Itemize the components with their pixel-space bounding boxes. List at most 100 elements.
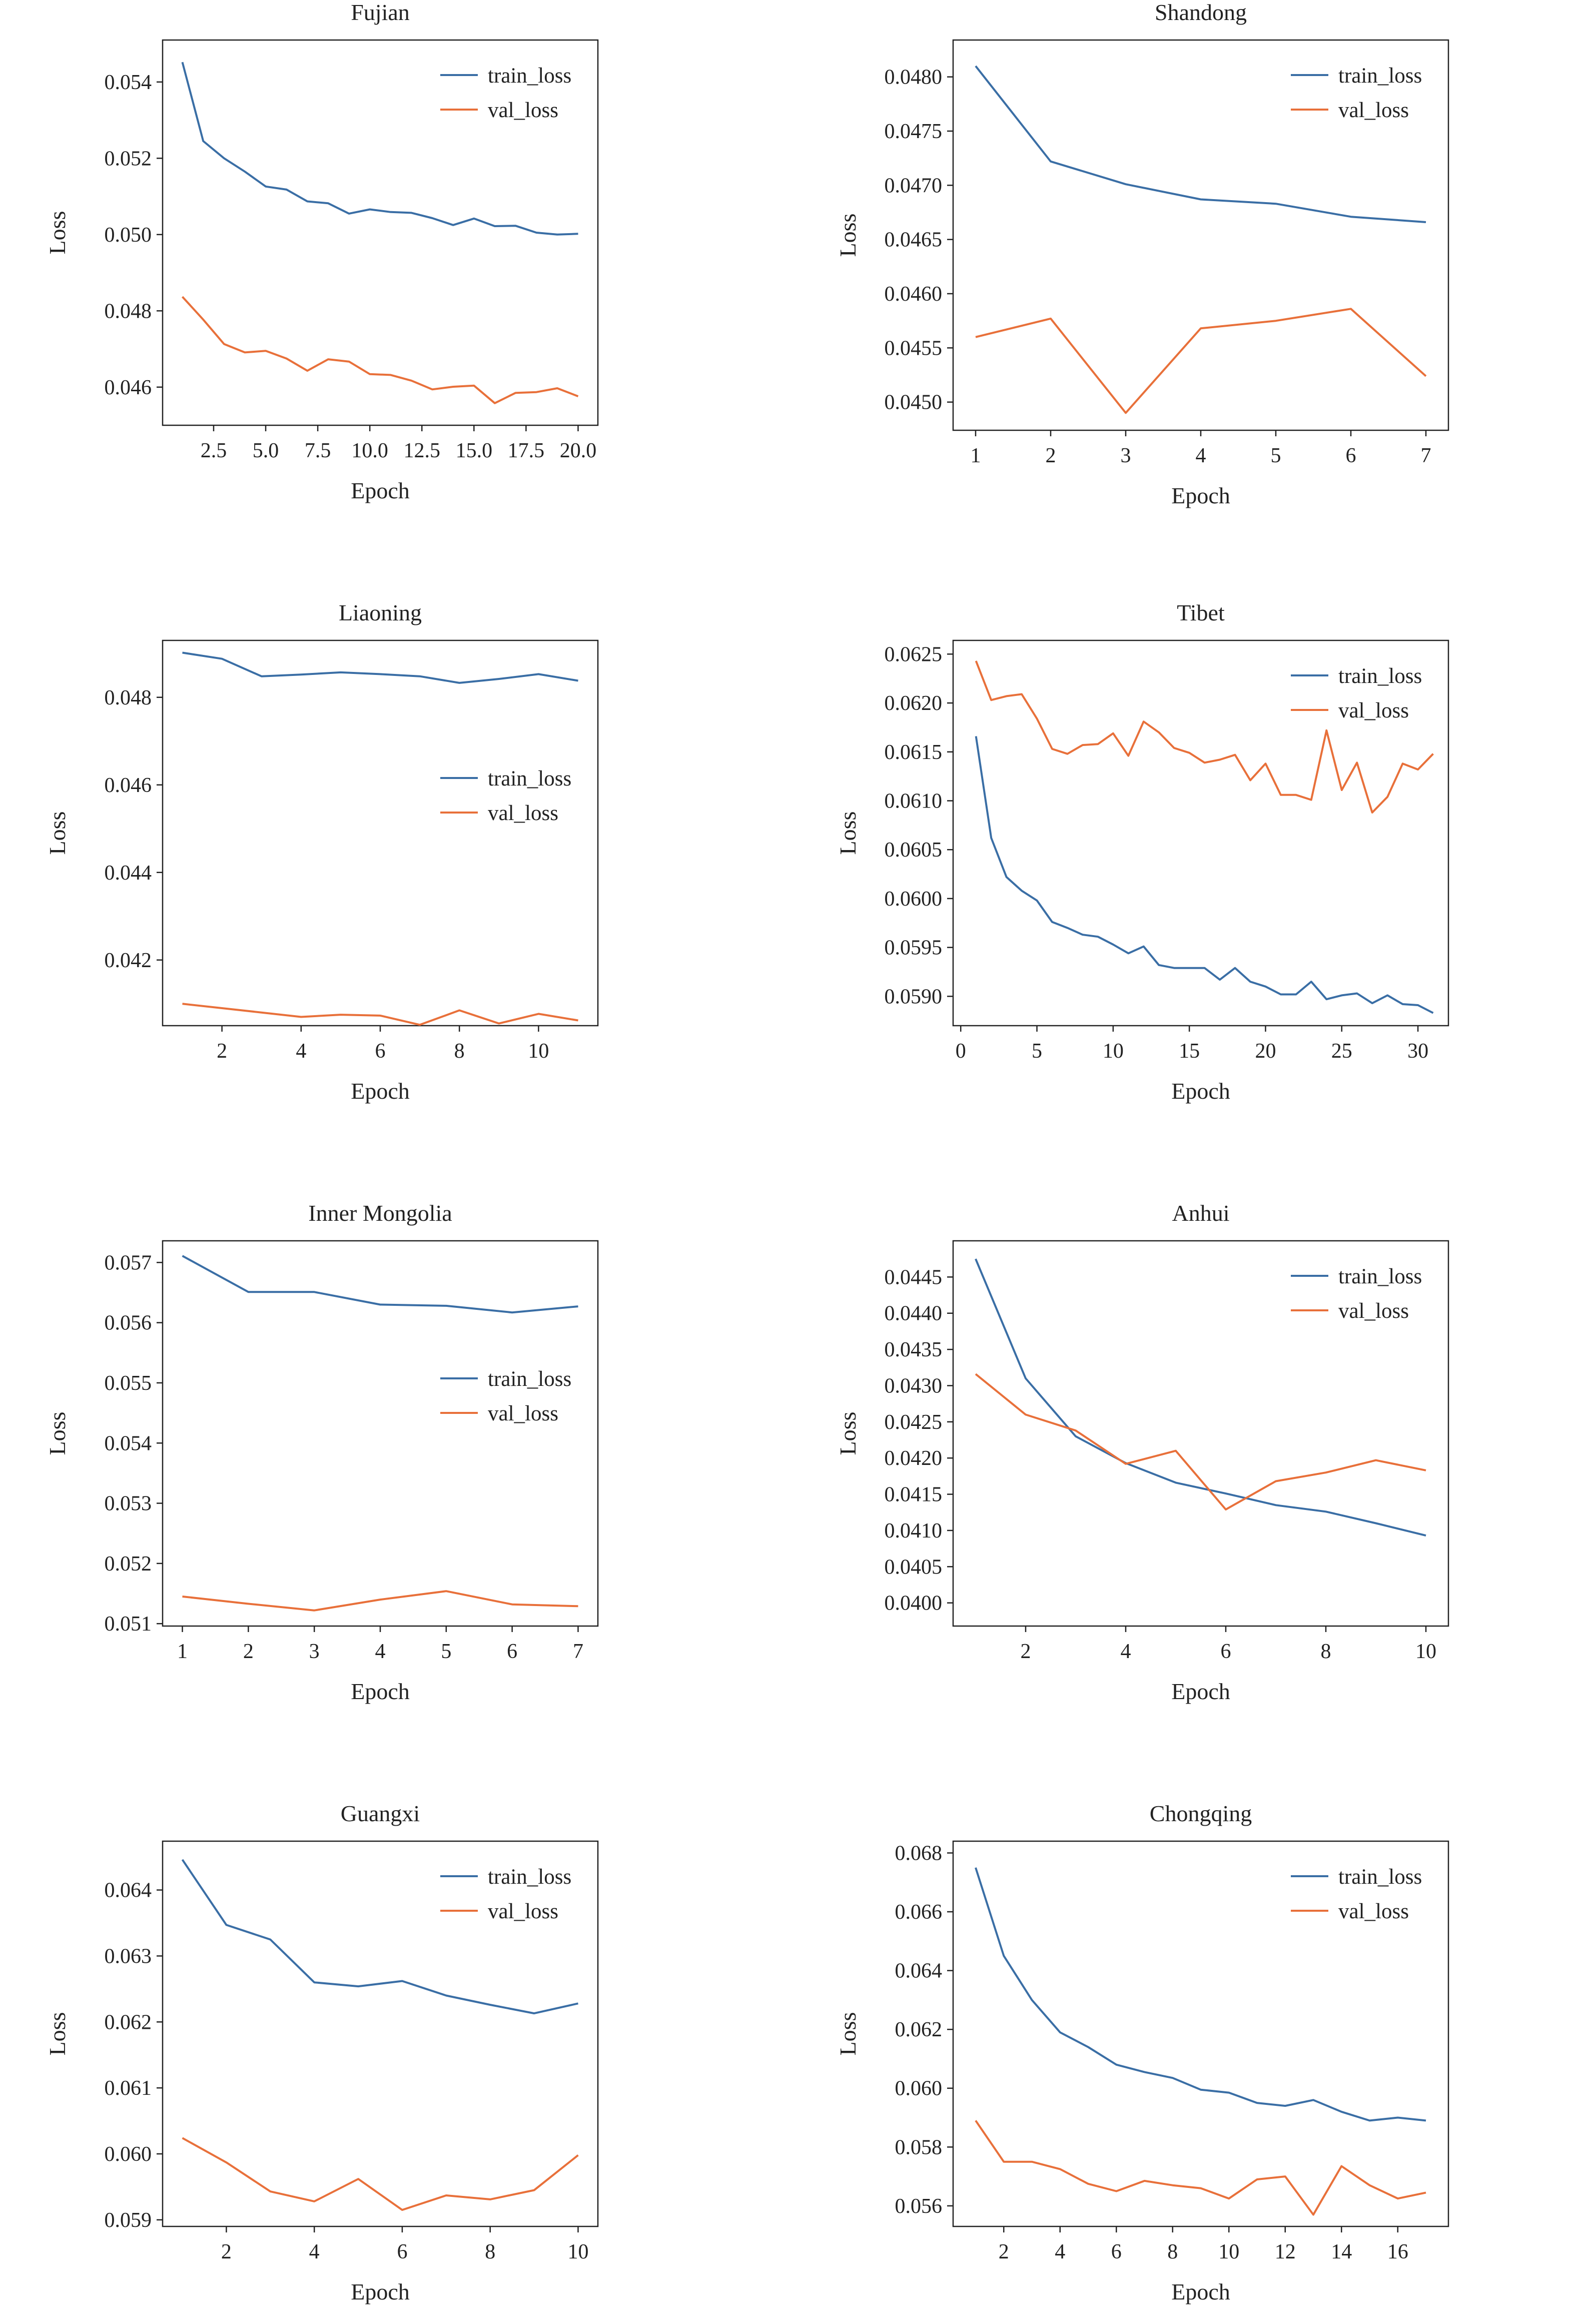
legend-label: train_loss <box>488 1367 571 1391</box>
x-axis-label: Epoch <box>1171 1078 1230 1104</box>
y-axis-label: Loss <box>45 1412 70 1455</box>
y-tick-label: 0.056 <box>895 2195 943 2218</box>
x-axis-label: Epoch <box>1171 483 1230 508</box>
subplot-0: 2.5 5.0 7.5 10.0 12.5 15.0 17.5 20.0 0.046 0.048 0… <box>45 0 599 503</box>
plot-frame <box>952 1840 1449 2227</box>
series-line-val-loss <box>975 308 1427 414</box>
y-tick-label: 0.055 <box>105 1372 152 1395</box>
y-tick-label: 0.0610 <box>885 790 943 813</box>
y-tick-label: 0.060 <box>895 2077 943 2100</box>
x-tick-label: 5.0 <box>253 439 279 462</box>
x-tick-label: 6 <box>1111 2240 1122 2263</box>
series-line-train-loss <box>975 1258 1426 1537</box>
legend-label: val_loss <box>1338 699 1409 722</box>
y-tick-label: 0.048 <box>105 300 152 323</box>
y-tick-label: 0.0480 <box>885 66 943 89</box>
plot-frame <box>162 39 599 426</box>
x-tick-label: 2 <box>999 2240 1009 2263</box>
x-axis-label: Epoch <box>1171 1679 1230 1704</box>
legend-label: train_loss <box>488 64 571 88</box>
y-tick-label: 0.050 <box>105 224 152 247</box>
y-tick-label: 0.0615 <box>885 741 943 764</box>
y-tick-label: 0.061 <box>105 2077 152 2100</box>
chart-title: Guangxi <box>341 1801 420 1826</box>
y-tick-label: 0.0415 <box>885 1483 943 1506</box>
y-axis-label: Loss <box>835 214 861 257</box>
y-tick-label: 0.042 <box>105 949 152 972</box>
y-tick-label: 0.066 <box>895 1901 943 1924</box>
legend-label: train_loss <box>1338 1865 1422 1889</box>
x-tick-label: 10.0 <box>351 439 388 462</box>
x-tick-label: 2.5 <box>201 439 227 462</box>
legend-label: val_loss <box>488 99 558 122</box>
y-tick-label: 0.046 <box>105 376 152 399</box>
x-tick-label: 4 <box>1121 1640 1131 1663</box>
chart-title: Liaoning <box>339 600 422 625</box>
y-tick-label: 0.054 <box>105 71 152 94</box>
x-tick-label: 6 <box>397 2240 407 2263</box>
y-tick-label: 0.0435 <box>885 1338 943 1361</box>
x-tick-label: 15.0 <box>456 439 493 462</box>
y-tick-label: 0.0440 <box>885 1302 943 1325</box>
y-tick-label: 0.0475 <box>885 120 943 143</box>
series-line-train-loss <box>182 651 578 684</box>
series-line-train-loss <box>182 1255 578 1314</box>
x-tick-label: 10 <box>1103 1040 1124 1063</box>
y-tick-label: 0.068 <box>895 1842 943 1865</box>
legend-label: val_loss <box>488 802 558 825</box>
series-line-val-loss <box>182 1590 578 1612</box>
series-line-val-loss <box>182 296 579 404</box>
subplot-2: 2 4 6 8 10 0.042 0.044 0.046 0.048 Liaoning Epoch L… <box>45 600 599 1104</box>
x-tick-label: 8 <box>454 1040 465 1063</box>
y-tick-label: 0.064 <box>105 1879 152 1902</box>
y-tick-label: 0.064 <box>895 1960 943 1983</box>
y-tick-label: 0.052 <box>105 1553 152 1576</box>
legend-label: val_loss <box>488 1402 558 1425</box>
chart-title: Fujian <box>351 0 410 25</box>
x-tick-label: 6 <box>375 1040 386 1063</box>
y-tick-label: 0.0605 <box>885 839 943 862</box>
x-tick-label: 4 <box>296 1040 306 1063</box>
series-line-val-loss <box>182 2137 579 2211</box>
x-tick-label: 1 <box>971 444 981 467</box>
x-tick-label: 15 <box>1179 1040 1200 1063</box>
legend-label: train_loss <box>488 767 571 791</box>
y-axis-label: Loss <box>835 2012 861 2056</box>
series-line-train-loss <box>975 736 1434 1014</box>
x-tick-label: 10 <box>528 1040 549 1063</box>
x-tick-label: 7.5 <box>305 439 331 462</box>
x-tick-label: 5 <box>1271 444 1281 467</box>
x-tick-label: 30 <box>1407 1040 1428 1063</box>
x-tick-label: 0 <box>956 1040 966 1063</box>
x-tick-label: 7 <box>573 1640 583 1663</box>
y-tick-label: 0.0465 <box>885 229 943 252</box>
x-tick-label: 4 <box>1055 2240 1065 2263</box>
x-tick-label: 3 <box>309 1640 320 1663</box>
x-tick-label: 4 <box>375 1640 386 1663</box>
y-tick-label: 0.056 <box>105 1312 152 1335</box>
x-axis-label: Epoch <box>351 478 410 503</box>
series-line-val-loss <box>182 1003 578 1026</box>
x-tick-label: 6 <box>1221 1640 1231 1663</box>
series-line-train-loss <box>181 62 578 236</box>
legend-label: train_loss <box>488 1865 571 1889</box>
y-tick-label: 0.048 <box>105 686 152 709</box>
y-tick-label: 0.0410 <box>885 1519 943 1542</box>
x-tick-label: 6 <box>1346 444 1356 467</box>
x-tick-label: 2 <box>221 2240 232 2263</box>
plot-frame <box>162 639 599 1027</box>
y-tick-label: 0.059 <box>105 2209 152 2232</box>
y-tick-label: 0.0625 <box>885 643 943 666</box>
x-tick-label: 12.5 <box>404 439 441 462</box>
plot-frame <box>952 639 1449 1027</box>
y-tick-label: 0.0445 <box>885 1266 943 1289</box>
legend-label: val_loss <box>1338 99 1409 122</box>
plot-frame <box>952 1240 1449 1627</box>
y-axis-label: Loss <box>45 211 70 255</box>
subplot-7: 2 4 6 8 10 12 14 16 0.056 0.058 0.060 0.062 0.064 0.0… <box>835 1801 1449 2304</box>
series-line-val-loss <box>975 1373 1426 1510</box>
y-tick-label: 0.0400 <box>885 1592 943 1615</box>
y-tick-label: 0.0425 <box>885 1411 943 1434</box>
x-tick-label: 4 <box>1196 444 1206 467</box>
